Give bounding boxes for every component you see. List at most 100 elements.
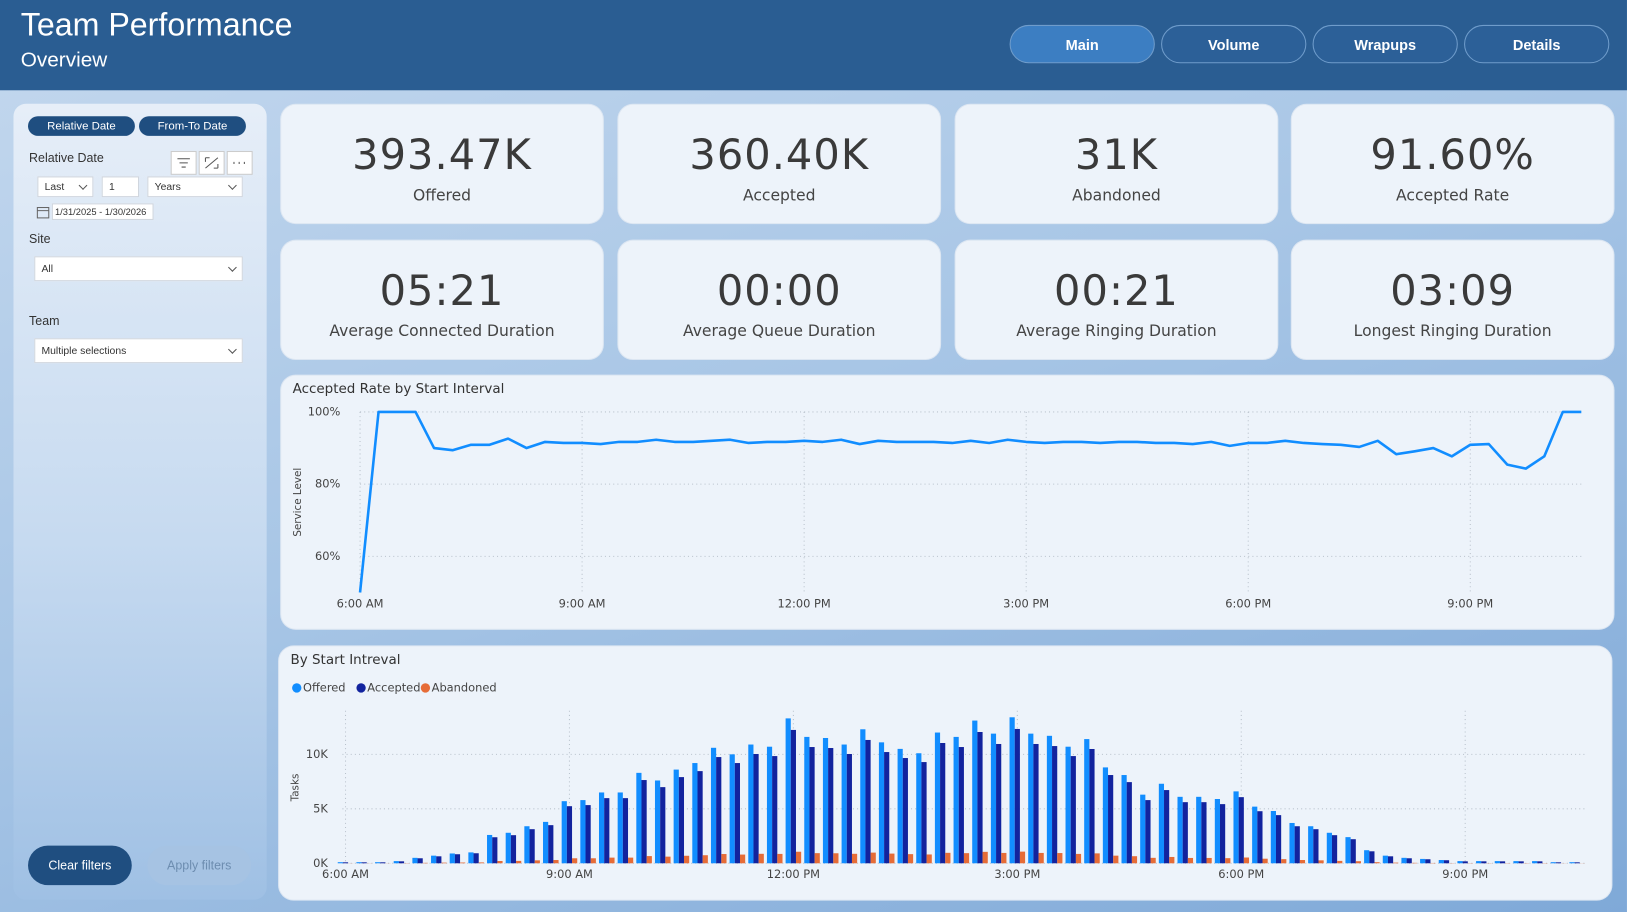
bar: [916, 753, 922, 864]
bar: [1252, 806, 1258, 864]
bar: [1070, 756, 1076, 864]
x-tick-label: 3:00 PM: [994, 867, 1040, 881]
bar: [609, 857, 615, 864]
bar: [1257, 811, 1263, 864]
chart-card: [281, 375, 1614, 629]
bar: [692, 763, 698, 864]
bar: [1387, 856, 1394, 864]
bar: [441, 862, 447, 864]
bar: [702, 855, 708, 864]
nav-button[interactable]: Volume: [1161, 24, 1307, 64]
bar: [617, 792, 623, 864]
bar: [375, 862, 381, 864]
bar: [1089, 748, 1095, 864]
bar: [604, 798, 610, 864]
bar: [1225, 858, 1231, 864]
bar: [1046, 735, 1053, 864]
bar: [1126, 782, 1132, 864]
bar: [398, 861, 405, 864]
bar: [684, 855, 690, 864]
bar: [809, 747, 815, 864]
bar: [1275, 815, 1282, 864]
kpi-label: Accepted Rate: [1396, 185, 1510, 205]
clear-filters-button[interactable]: Clear filters: [28, 845, 132, 886]
kpi-value: 91.60%: [1370, 131, 1535, 180]
chart-title: By Start Intreval: [291, 652, 401, 668]
unit-dropdown[interactable]: Years: [147, 176, 243, 198]
kpi-card: 05:21 Average Connected Duration: [281, 240, 603, 360]
bar: [860, 729, 866, 864]
filter-panel: [13, 103, 267, 900]
kpi-value: 31K: [1074, 131, 1159, 180]
bar: [1355, 861, 1362, 864]
bar: [646, 856, 652, 864]
team-dropdown[interactable]: Multiple selections: [34, 338, 243, 364]
bar: [1187, 857, 1194, 864]
mode-button[interactable]: Relative Date: [28, 116, 135, 136]
bar: [1393, 862, 1399, 864]
x-tick-label: 12:00 PM: [767, 867, 820, 881]
nav-button[interactable]: Wrapups: [1312, 24, 1458, 64]
site-dropdown[interactable]: All: [34, 256, 243, 282]
bar: [1038, 852, 1044, 864]
apply-filters-button[interactable]: Apply filters: [147, 845, 252, 886]
bar: [1532, 861, 1538, 864]
bar: [1294, 826, 1300, 864]
bar: [561, 801, 567, 864]
bar: [977, 732, 983, 864]
bar: [758, 853, 764, 864]
calendar-icon: [36, 207, 50, 219]
bar: [1145, 800, 1151, 864]
bar: [1001, 852, 1007, 864]
bar: [478, 862, 484, 864]
bar: [1102, 767, 1109, 864]
bar: [804, 736, 810, 864]
bar: [1140, 794, 1146, 864]
bar: [417, 858, 423, 864]
dropdown-text: All: [41, 263, 54, 275]
bar: [1164, 790, 1170, 864]
mode-button[interactable]: From-To Date: [139, 116, 246, 136]
bar: [1569, 862, 1575, 864]
bar: [710, 747, 717, 864]
bar: [884, 752, 890, 864]
page-title: Team Performance: [20, 6, 293, 43]
bar: [468, 852, 474, 864]
bar: [1065, 746, 1071, 864]
bar: [777, 853, 783, 864]
bar: [487, 834, 493, 864]
bar: [902, 758, 908, 864]
bar: [1201, 802, 1207, 864]
bar: [921, 762, 927, 864]
direction-dropdown[interactable]: Last: [37, 176, 94, 198]
bar: [1052, 746, 1058, 864]
line: [358, 410, 1582, 593]
bar: [516, 860, 522, 864]
kpi-card: 00:21 Average Ringing Duration: [955, 240, 1278, 360]
bar: [846, 754, 852, 864]
legend-label: Accepted: [367, 680, 420, 694]
bar: [1443, 860, 1450, 864]
bar: [697, 771, 703, 864]
nav-button[interactable]: Main: [1009, 24, 1155, 64]
nav-button[interactable]: Details: [1464, 24, 1610, 64]
bar: [678, 777, 685, 864]
filter-label: Site: [29, 231, 51, 246]
kpi-card: 03:09 Longest Ringing Duration: [1291, 240, 1614, 360]
dropdown-text: Years: [154, 181, 181, 193]
x-tick-label: 12:00 PM: [778, 596, 831, 610]
kpi-value: 05:21: [379, 267, 505, 316]
bar: [431, 855, 437, 864]
bar: [492, 837, 498, 864]
bar: [636, 772, 642, 864]
filter-glyph: [177, 158, 190, 168]
kpi-value: 00:00: [716, 267, 842, 316]
y-tick-label: 100%: [308, 404, 341, 418]
bar: [822, 737, 829, 864]
input-text: 1: [108, 181, 115, 193]
kpi-value: 03:09: [1390, 267, 1516, 316]
bar: [361, 862, 367, 864]
bar: [1177, 796, 1183, 864]
count-input[interactable]: 1: [101, 176, 140, 198]
bar: [1019, 851, 1026, 864]
